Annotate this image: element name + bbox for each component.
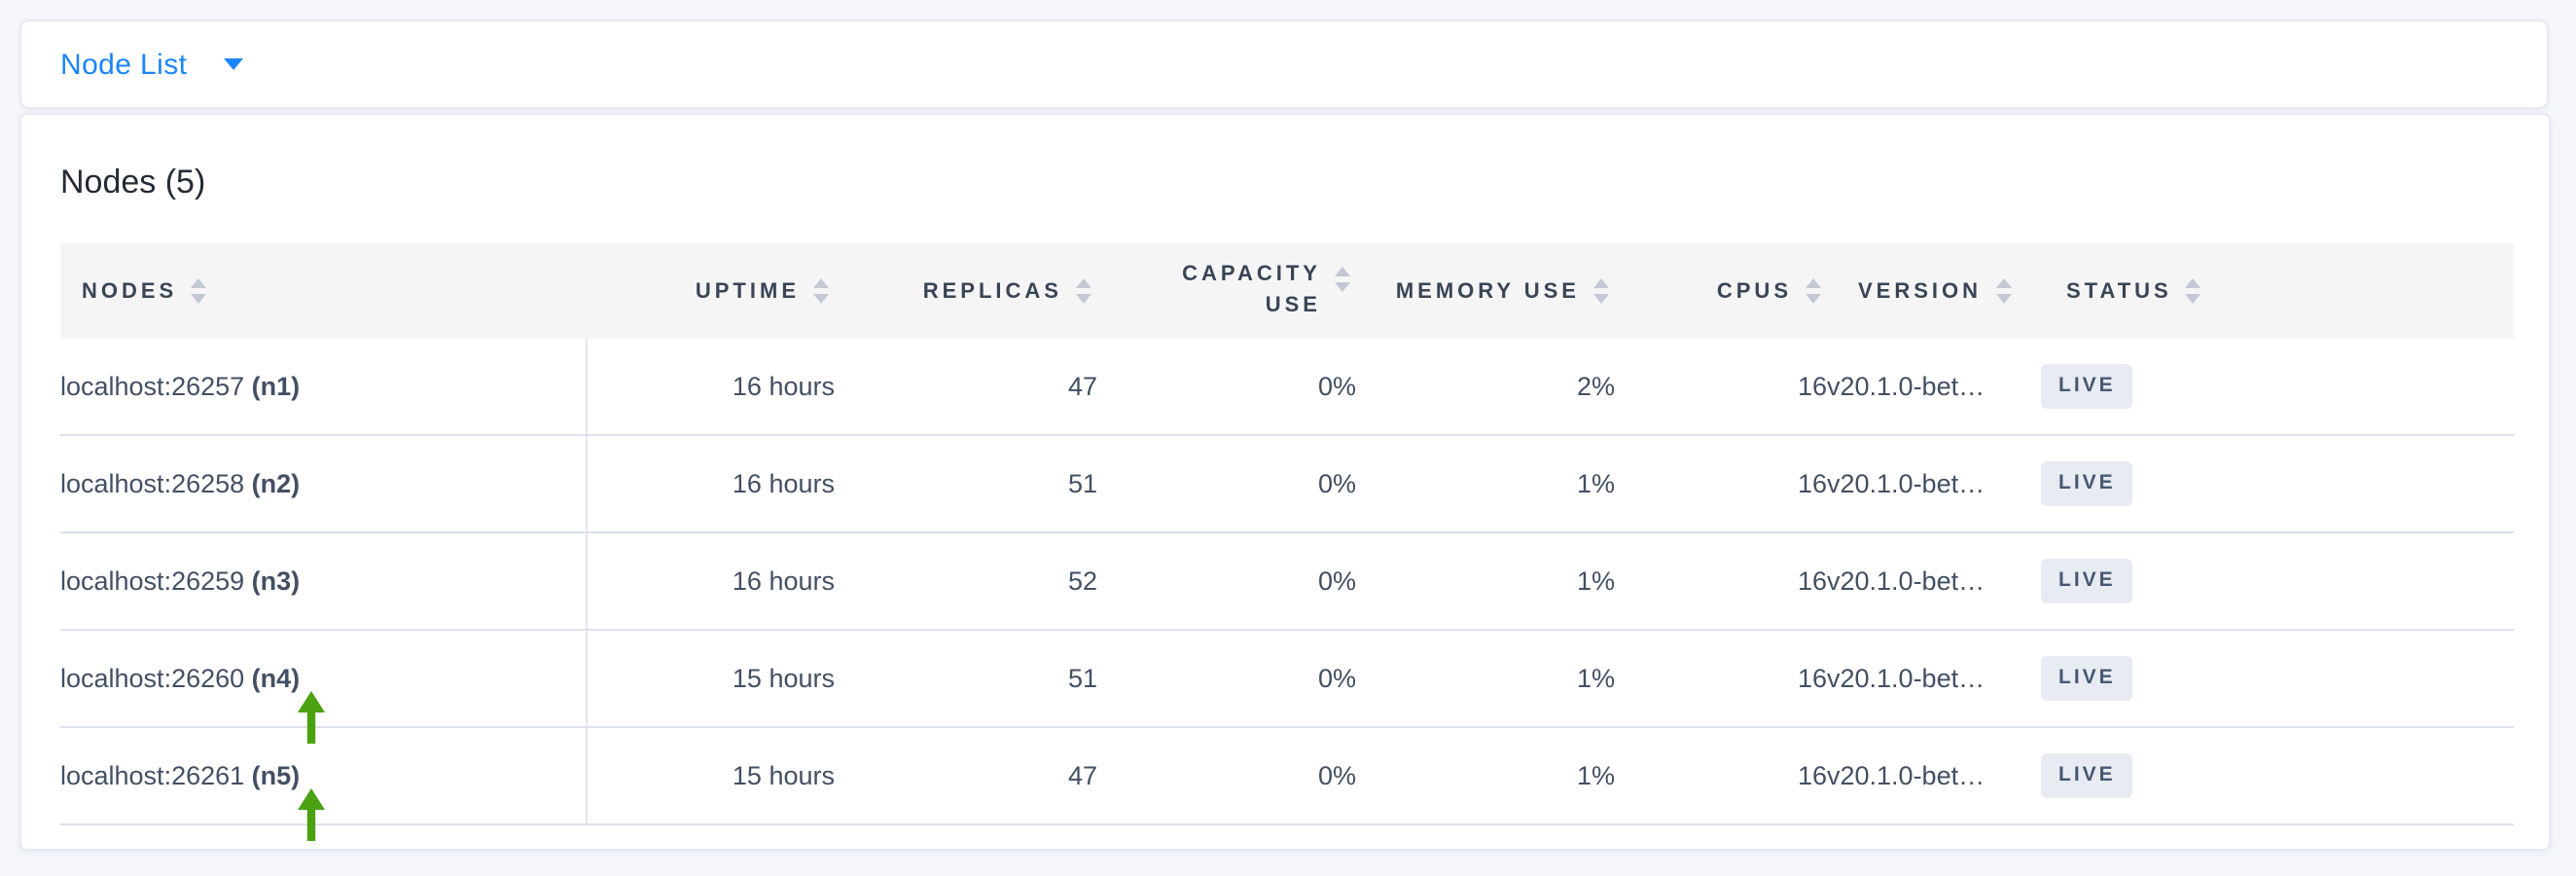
uptime-cell: 15 hours [586, 727, 835, 825]
cpus-cell: 16 [1615, 727, 1827, 825]
node-address: localhost:26258 [60, 469, 252, 498]
node-table-body: localhost:26257 (n1) 16 hours 47 0% 2% 16 v20.… [60, 339, 2514, 841]
cpus-cell: 16 [1615, 532, 1827, 631]
cpus-cell: 16 [1615, 435, 1827, 533]
node-address: localhost:26261 [60, 761, 252, 790]
version-cell: v20.1.0-bet… [1827, 435, 2041, 533]
column-header-memory_use[interactable]: MEMORY USE [1356, 243, 1615, 339]
green-up-arrow-icon [298, 788, 325, 841]
node-name-cell: localhost:26257 (n1) [60, 339, 587, 436]
node-name-cell: localhost:26259 (n3) [60, 532, 587, 631]
column-header-capacity_use[interactable]: CAPACITY USE [1097, 243, 1356, 339]
memory-use-cell: 1% [1356, 532, 1615, 631]
node-id: (n1) [251, 372, 301, 401]
version-cell: v20.1.0-bet… [1827, 532, 2041, 631]
replicas-cell: 52 [835, 532, 1097, 631]
status-cell: LIVE [2041, 532, 2514, 631]
nodes-card: Nodes (5) NODES UPTIME REPLICAS CAPACITY US… [19, 113, 2551, 851]
sort-arrows-icon[interactable] [1995, 278, 2012, 304]
status-cell: LIVE [2041, 339, 2514, 436]
status-badge: LIVE [2041, 363, 2133, 410]
sort-arrows-icon[interactable] [2185, 278, 2201, 304]
node-address: localhost:26259 [60, 566, 252, 596]
status-cell: LIVE [2041, 727, 2514, 825]
column-header-version[interactable]: VERSION [1827, 243, 2041, 339]
node-row: localhost:26261 (n5) 15 hours 47 0% 1% 16 v20.… [60, 727, 2514, 841]
node-address: localhost:26260 [60, 664, 252, 693]
node-row: localhost:26258 (n2) 16 hours 51 0% 1% 16 v20.… [60, 435, 2514, 533]
capacity-use-cell: 0% [1097, 339, 1356, 436]
capacity-use-cell: 0% [1097, 532, 1356, 631]
node-id: (n5) [251, 761, 301, 790]
version-cell: v20.1.0-bet… [1827, 630, 2041, 728]
node-name-cell: localhost:26260 (n4) [60, 630, 587, 744]
column-label-nodes: NODES [82, 279, 178, 303]
status-cell: LIVE [2041, 630, 2514, 728]
node-address: localhost:26257 [60, 372, 252, 401]
replicas-cell: 47 [835, 727, 1097, 825]
status-badge: LIVE [2041, 460, 2133, 507]
column-header-uptime[interactable]: UPTIME [586, 243, 835, 339]
column-label-memory_use: MEMORY USE [1395, 279, 1580, 303]
node-id: (n3) [251, 566, 301, 596]
sort-arrows-icon[interactable] [1806, 278, 1821, 304]
view-dropdown-label: Node List [60, 48, 188, 81]
sort-arrows-icon[interactable] [1076, 278, 1091, 304]
node-id: (n4) [251, 664, 301, 693]
replicas-cell: 51 [835, 630, 1097, 728]
view-selector-bar: Node List [19, 19, 2549, 109]
node-name-cell: localhost:26261 (n5) [60, 727, 587, 841]
table-header-row: NODES UPTIME REPLICAS CAPACITY USE MEMORY US… [60, 243, 2514, 339]
memory-use-cell: 1% [1356, 630, 1615, 728]
memory-use-cell: 1% [1356, 727, 1615, 825]
memory-use-cell: 2% [1356, 339, 1615, 436]
replicas-cell: 47 [835, 339, 1097, 436]
status-badge: LIVE [2041, 752, 2133, 799]
capacity-use-cell: 0% [1097, 630, 1356, 728]
uptime-cell: 16 hours [586, 339, 835, 436]
column-label-uptime: UPTIME [695, 279, 800, 303]
uptime-cell: 16 hours [586, 532, 835, 631]
column-label-cpus: CPUS [1716, 279, 1792, 303]
column-label-version: VERSION [1858, 279, 1983, 303]
green-up-arrow-icon [298, 691, 325, 744]
nodes-heading: Nodes (5) [60, 164, 206, 201]
capacity-use-cell: 0% [1097, 435, 1356, 533]
status-badge: LIVE [2041, 655, 2133, 702]
capacity-use-cell: 0% [1097, 727, 1356, 825]
node-id: (n2) [251, 469, 301, 498]
sort-arrows-icon[interactable] [813, 278, 829, 304]
column-header-nodes[interactable]: NODES [60, 243, 586, 339]
sort-arrows-icon[interactable] [1593, 278, 1609, 304]
sort-arrows-icon[interactable] [191, 278, 207, 304]
node-row: localhost:26260 (n4) 15 hours 51 0% 1% 16 v20.… [60, 630, 2514, 744]
status-badge: LIVE [2041, 558, 2133, 604]
column-header-status[interactable]: STATUS [2041, 243, 2514, 339]
replicas-cell: 51 [835, 435, 1097, 533]
column-header-replicas[interactable]: REPLICAS [835, 243, 1097, 339]
column-label-replicas: REPLICAS [922, 279, 1062, 303]
version-cell: v20.1.0-bet… [1827, 727, 2041, 825]
status-cell: LIVE [2041, 435, 2514, 533]
memory-use-cell: 1% [1356, 435, 1615, 533]
node-table: NODES UPTIME REPLICAS CAPACITY USE MEMORY US… [60, 243, 2514, 841]
uptime-cell: 15 hours [586, 630, 835, 728]
cpus-cell: 16 [1615, 339, 1827, 436]
view-dropdown[interactable]: Node List [60, 48, 244, 81]
cpus-cell: 16 [1615, 630, 1827, 728]
column-header-cpus[interactable]: CPUS [1615, 243, 1827, 339]
column-label-status: STATUS [2066, 279, 2172, 303]
uptime-cell: 16 hours [586, 435, 835, 533]
version-cell: v20.1.0-bet… [1827, 339, 2041, 436]
node-row: localhost:26257 (n1) 16 hours 47 0% 2% 16 v20.… [60, 339, 2514, 436]
sort-arrows-icon[interactable] [1335, 267, 1350, 292]
column-label-capacity_use: CAPACITY USE [1182, 263, 1321, 316]
node-name-cell: localhost:26258 (n2) [60, 435, 587, 533]
caret-down-icon [224, 58, 244, 70]
node-row: localhost:26259 (n3) 16 hours 52 0% 1% 16 v20.… [60, 532, 2514, 631]
